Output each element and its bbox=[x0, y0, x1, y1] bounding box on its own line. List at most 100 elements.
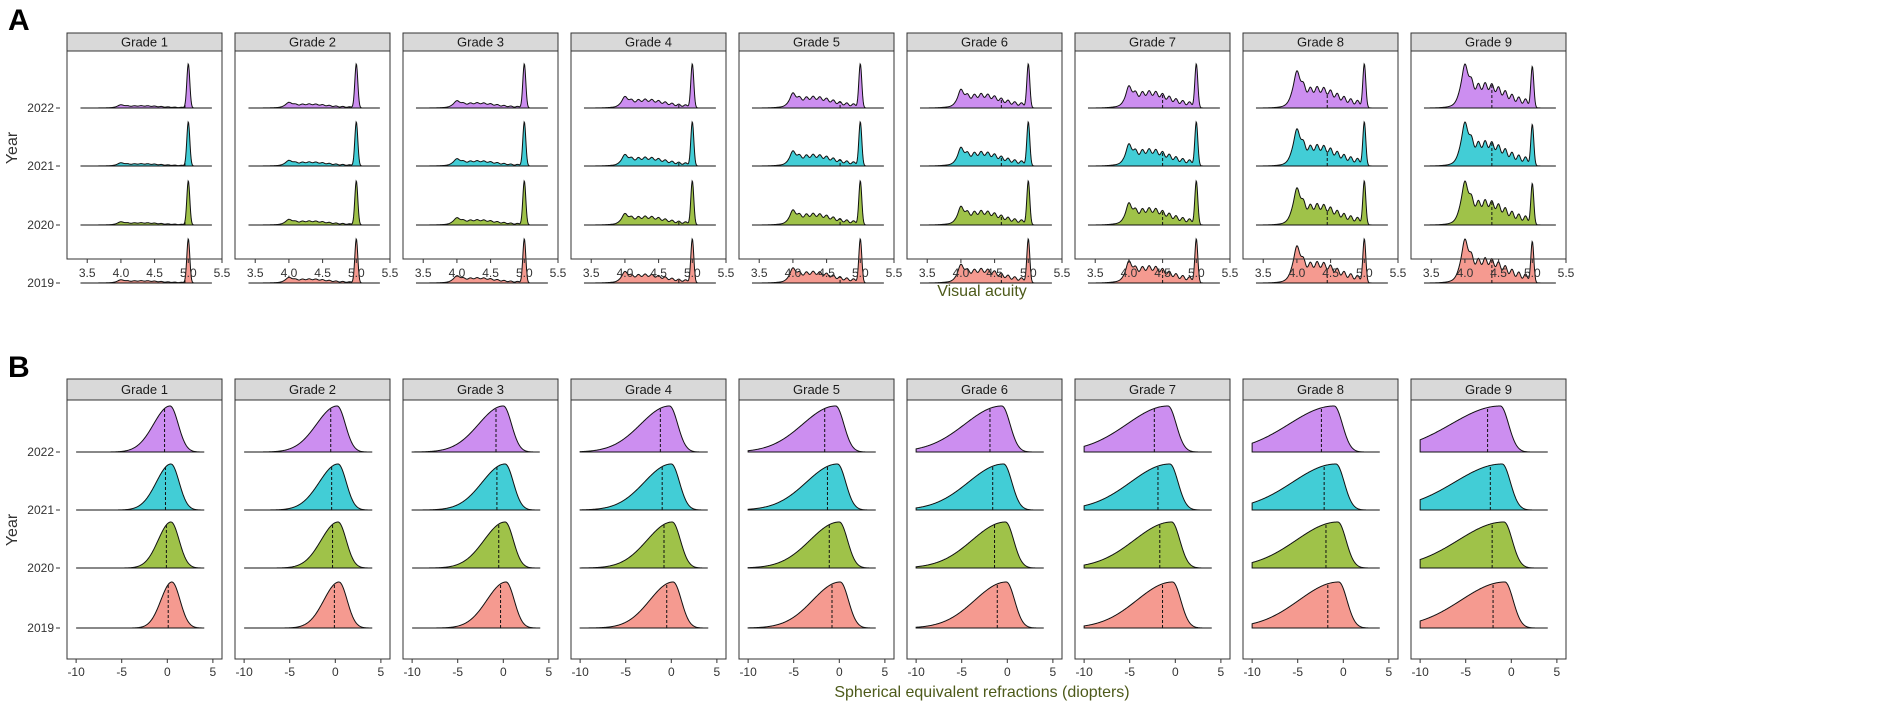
x-tick-label: 5.0 bbox=[1188, 266, 1205, 280]
x-tick-label: 5 bbox=[882, 665, 889, 679]
x-tick-label: 4.0 bbox=[281, 266, 298, 280]
density-ridge-2022 bbox=[583, 62, 716, 109]
density-ridge-2020 bbox=[919, 179, 1052, 226]
density-ridge-2021 bbox=[1423, 121, 1556, 167]
x-tick-label: 3.5 bbox=[751, 266, 768, 280]
facet-strip-label: Grade 1 bbox=[121, 382, 168, 397]
density-ridge-2021 bbox=[80, 120, 212, 167]
x-tick-label: 3.5 bbox=[1255, 266, 1272, 280]
facet-strip-label: Grade 5 bbox=[793, 35, 840, 50]
x-tick-label: 0 bbox=[1340, 665, 1347, 679]
x-tick-label: 5.0 bbox=[348, 266, 365, 280]
x-tick-label: 5 bbox=[1050, 665, 1057, 679]
facet-panel-border bbox=[1242, 399, 1399, 660]
density-ridge-2022 bbox=[1255, 62, 1388, 109]
x-tick-label: 3.5 bbox=[79, 266, 96, 280]
x-tick-label: 4.0 bbox=[449, 266, 466, 280]
x-tick-label: 4.5 bbox=[650, 266, 667, 280]
facet-panel-border bbox=[1410, 50, 1567, 260]
density-ridge-2020 bbox=[583, 179, 716, 226]
density-ridge-2022 bbox=[915, 405, 1044, 453]
x-tick-label: 4.5 bbox=[314, 266, 331, 280]
x-tick-label: 5 bbox=[1386, 665, 1393, 679]
facet-strip-label: Grade 1 bbox=[121, 35, 168, 50]
facet-grade-6: Grade 6 3.5 4.0 4.5 5.0 5.5 bbox=[906, 32, 1071, 284]
facet-panel-border bbox=[738, 399, 895, 660]
x-tick-label: -5 bbox=[1124, 665, 1135, 679]
facet-grade-8: Grade 8 3.5 4.0 4.5 5.0 5.5 bbox=[1242, 32, 1407, 284]
x-tick-label: 4.0 bbox=[1121, 266, 1138, 280]
x-axis-title: Spherical equivalent refractions (diopte… bbox=[834, 684, 1129, 701]
density-ridge-2022 bbox=[1087, 62, 1220, 109]
x-tick-label: 4.0 bbox=[953, 266, 970, 280]
facet-strip-label: Grade 3 bbox=[457, 35, 504, 50]
density-ridge-2022 bbox=[1251, 405, 1380, 453]
density-ridge-2020 bbox=[1419, 521, 1548, 569]
x-tick-label: 4.0 bbox=[617, 266, 634, 280]
x-tick-label: 3.5 bbox=[1423, 266, 1440, 280]
x-tick-label: 4.0 bbox=[785, 266, 802, 280]
density-ridge-2020 bbox=[1083, 521, 1212, 569]
panel-b-label: B bbox=[8, 351, 30, 384]
density-ridge-2019 bbox=[919, 237, 1052, 284]
density-ridge-2020 bbox=[248, 179, 380, 226]
density-ridge-2021 bbox=[579, 463, 708, 511]
x-tick-label: -5 bbox=[116, 665, 127, 679]
x-tick-label: 4.5 bbox=[986, 266, 1003, 280]
density-ridge-2020 bbox=[751, 179, 884, 226]
x-tick-label: 4.0 bbox=[1289, 266, 1306, 280]
x-tick-label: 5 bbox=[1218, 665, 1225, 679]
panel-a-visual-acuity: Year 2022 2021 2020 2019 Grade 1 3.5 4.0 4.5 5.0 5… bbox=[4, 32, 1575, 300]
x-tick-label: 5 bbox=[546, 665, 553, 679]
density-ridge-2021 bbox=[751, 120, 884, 167]
x-tick-label: 0 bbox=[332, 665, 339, 679]
facet-panel-border bbox=[570, 50, 727, 260]
density-ridge-2022 bbox=[415, 62, 548, 109]
density-ridge-2020 bbox=[1087, 179, 1220, 226]
density-ridge-2021 bbox=[1255, 120, 1388, 167]
y-axis-title: Year bbox=[4, 131, 21, 164]
x-tick-label: -10 bbox=[1243, 665, 1261, 679]
density-ridge-2020 bbox=[80, 179, 212, 226]
density-ridge-2020 bbox=[579, 521, 708, 569]
density-ridge-2021 bbox=[919, 120, 1052, 167]
density-ridge-2019 bbox=[1419, 581, 1548, 629]
facet-strip-label: Grade 8 bbox=[1297, 35, 1344, 50]
year-tick-label: 2019 bbox=[27, 621, 54, 635]
x-tick-label: 5.0 bbox=[1020, 266, 1037, 280]
x-tick-label: 5.0 bbox=[1524, 266, 1541, 280]
density-ridge-2021 bbox=[1087, 120, 1220, 167]
facet-panel-border bbox=[66, 399, 223, 660]
density-ridge-2022 bbox=[747, 405, 876, 453]
x-tick-label: -10 bbox=[403, 665, 421, 679]
density-ridge-2019 bbox=[583, 237, 716, 284]
x-axis-title: Visual acuity bbox=[937, 283, 1027, 300]
facet-strip-label: Grade 9 bbox=[1465, 35, 1512, 50]
density-ridge-2021 bbox=[1251, 463, 1380, 511]
x-tick-label: -5 bbox=[1292, 665, 1303, 679]
density-ridge-2021 bbox=[1419, 463, 1548, 511]
density-ridge-2019 bbox=[1423, 238, 1556, 284]
x-tick-label: 5 bbox=[1554, 665, 1561, 679]
density-ridge-2020 bbox=[1251, 521, 1380, 569]
x-tick-label: 4.5 bbox=[818, 266, 835, 280]
x-tick-label: 0 bbox=[500, 665, 507, 679]
facet-strip-label: Grade 7 bbox=[1129, 35, 1176, 50]
density-ridge-2022 bbox=[248, 62, 380, 109]
density-ridge-2022 bbox=[1419, 405, 1548, 453]
x-tick-label: -10 bbox=[1075, 665, 1093, 679]
facet-grade-6: Grade 6 -10 -5 0 5 bbox=[906, 378, 1063, 679]
x-tick-label: 3.5 bbox=[415, 266, 432, 280]
facet-grade-5: Grade 5 -10 -5 0 5 bbox=[738, 378, 895, 679]
density-ridge-2020 bbox=[747, 521, 876, 569]
density-ridge-2022 bbox=[751, 62, 884, 109]
density-ridge-2019 bbox=[80, 237, 212, 284]
facet-grade-2: Grade 2 3.5 4.0 4.5 5.0 5.5 bbox=[234, 32, 399, 284]
density-ridge-2021 bbox=[583, 120, 716, 167]
density-ridge-2020 bbox=[1255, 179, 1388, 226]
density-ridge-2020 bbox=[244, 521, 373, 569]
facet-grade-1: Grade 1 -10 -5 0 5 bbox=[66, 378, 223, 679]
facet-strip-label: Grade 3 bbox=[457, 382, 504, 397]
x-tick-label: -5 bbox=[956, 665, 967, 679]
